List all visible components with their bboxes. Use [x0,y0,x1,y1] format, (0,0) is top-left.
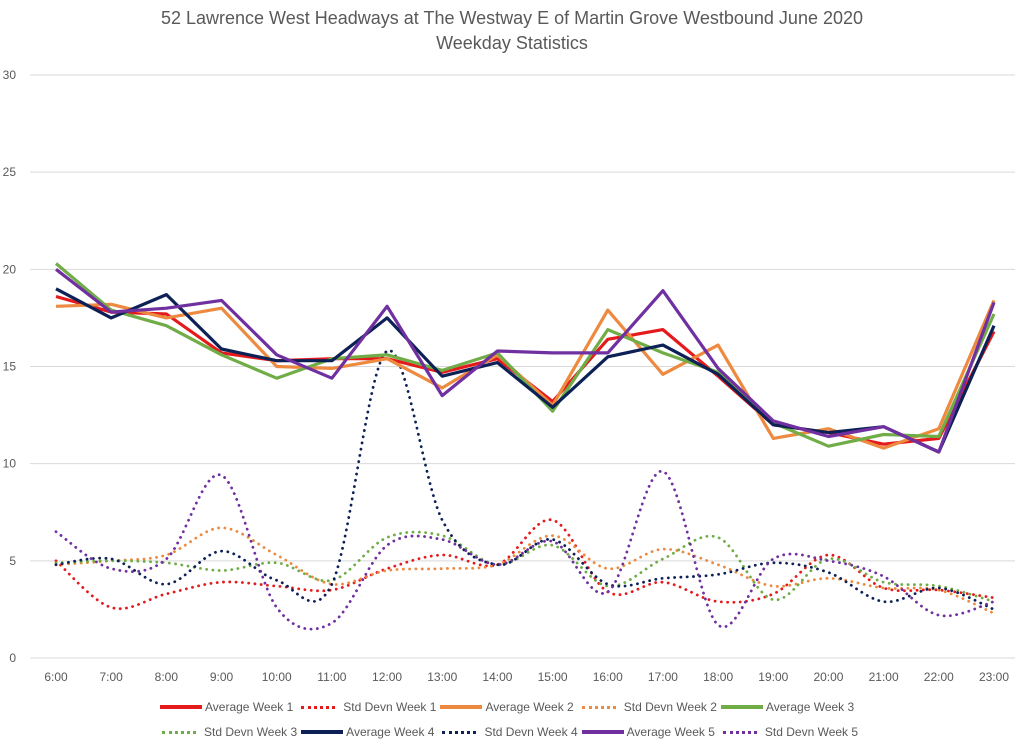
chart-title: 52 Lawrence West Headways at The Westway… [160,8,864,28]
legend-label: Std Devn Week 2 [623,700,717,714]
legend-label: Std Devn Week 5 [764,725,859,739]
legend-swatch [160,705,202,709]
series-line-std-devn-week-5 [54,470,996,631]
x-tick-label: 14:00 [482,670,512,684]
series-line-std-devn-week-4 [54,349,996,611]
legend-swatch [301,705,336,709]
legend-label: Std Devn Week 4 [484,725,578,739]
x-tick-label: 21:00 [869,670,899,684]
legend-item: Std Devn Week 5 [719,725,858,739]
legend-item: Average Week 1 [160,700,293,714]
gridlines [30,74,1015,659]
series-line-std-devn-week-3 [54,530,996,603]
x-tick-label: 11:00 [317,670,346,684]
legend-label: Average Week 4 [346,725,435,739]
legend-swatch [440,705,483,709]
legend-swatch [581,705,616,709]
x-tick-label: 16:00 [593,670,623,684]
x-tick-label: 12:00 [372,670,402,684]
chart-subtitle: Weekday Statistics [436,33,588,53]
legend-label: Average Week 5 [626,725,715,739]
x-tick-label: 19:00 [758,670,788,684]
legend-item: Std Devn Week 1 [297,700,436,714]
x-tick-label: 15:00 [538,670,568,684]
legend-swatch [162,730,196,734]
legend-swatch [722,730,757,734]
legend-label: Std Devn Week 3 [204,725,298,739]
y-tick-label: 0 [9,651,16,665]
series-line-average-week-3 [54,262,996,448]
x-tick-label: 10:00 [262,670,292,684]
y-tick-label: 30 [3,68,17,82]
x-axis-ticks: 6:00 7:00 8:00 9:00 10:00 11:00 12:00 13:00 14:0… [44,670,1009,684]
legend-item: Average Week 3 [720,700,855,714]
legend-swatch [442,730,477,734]
y-tick-label: 10 [3,457,17,471]
y-axis-ticks: 0 5 10 15 20 25 30 [3,68,17,665]
legend-item: Average Week 2 [440,700,574,714]
legend-item: Std Devn Week 4 [438,725,578,739]
legend-item: Average Week 5 [581,725,715,739]
x-tick-label: 8:00 [155,670,179,684]
x-tick-label: 22:00 [924,670,954,684]
series-lines [54,262,996,631]
legend-label: Std Devn Week 1 [343,700,437,714]
series-line-average-week-5 [55,268,996,454]
x-tick-label: 9:00 [210,670,234,684]
y-tick-label: 5 [9,554,16,568]
x-tick-label: 7:00 [99,670,123,684]
y-tick-label: 25 [3,165,17,179]
x-tick-label: 23:00 [979,670,1009,684]
series-line-std-devn-week-2 [54,526,996,615]
series-line-average-week-4 [55,287,996,454]
legend-item: Average Week 4 [301,725,434,739]
x-tick-label: 20:00 [813,670,843,684]
legend-label: Average Week 1 [205,700,294,714]
legend-item: Std Devn Week 3 [158,725,297,739]
y-tick-label: 15 [3,360,17,374]
legend-label: Average Week 2 [485,700,574,714]
x-tick-label: 13:00 [427,670,457,684]
legend-label: Average Week 3 [765,700,855,714]
x-tick-label: 6:00 [44,670,68,684]
series-line-std-devn-week-1 [54,518,996,611]
legend-swatch [581,730,624,734]
legend-swatch [301,730,344,734]
x-tick-label: 17:00 [648,670,678,684]
legend-item: Std Devn Week 2 [578,700,717,714]
y-tick-label: 20 [3,262,17,276]
legend-swatch [720,705,763,709]
x-tick-label: 18:00 [703,670,733,684]
series-line-average-week-1 [55,294,996,446]
